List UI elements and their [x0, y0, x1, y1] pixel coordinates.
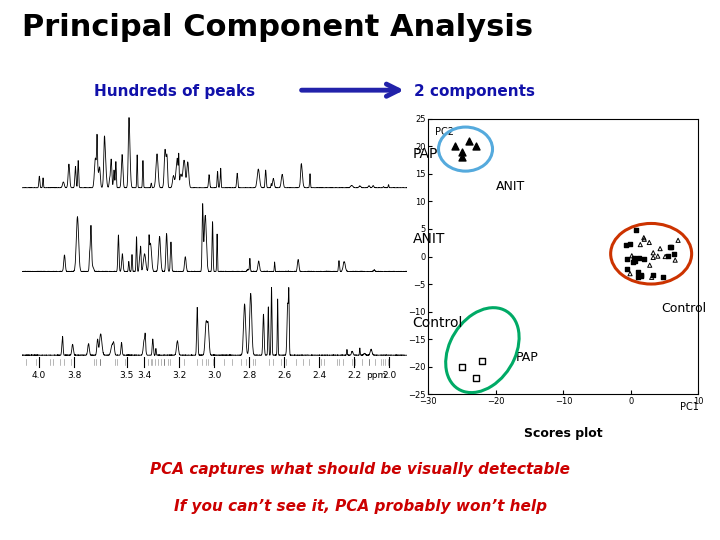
Text: PC2: PC2	[435, 127, 454, 137]
Point	[647, 248, 659, 257]
Point	[628, 253, 639, 262]
Point	[456, 153, 468, 161]
Point	[629, 257, 641, 266]
Point	[626, 252, 637, 260]
Point	[456, 362, 468, 371]
Text: 2.0: 2.0	[382, 371, 397, 380]
Point	[635, 272, 647, 280]
Text: Control: Control	[661, 301, 706, 315]
Text: ppm: ppm	[366, 371, 386, 380]
Point	[647, 270, 659, 279]
Text: 4.0: 4.0	[32, 371, 46, 380]
Point	[470, 373, 482, 382]
Text: Principal Component Analysis: Principal Component Analysis	[22, 14, 533, 43]
Point	[639, 235, 650, 244]
Point	[456, 147, 468, 156]
Text: Scores plot: Scores plot	[524, 427, 603, 440]
Text: 2.4: 2.4	[312, 371, 326, 380]
Point	[644, 261, 655, 269]
Text: If you can’t see it, PCA probably won’t help: If you can’t see it, PCA probably won’t …	[174, 500, 546, 515]
Point	[621, 240, 632, 249]
Text: 3.4: 3.4	[137, 371, 151, 380]
Text: 3.5: 3.5	[120, 371, 134, 380]
Point	[470, 142, 482, 151]
Point	[624, 240, 636, 248]
Point	[662, 252, 673, 261]
Point	[665, 242, 677, 251]
Text: 2.6: 2.6	[277, 371, 292, 380]
Point	[654, 244, 666, 253]
Text: Control: Control	[413, 316, 463, 329]
Point	[657, 273, 669, 281]
Point	[621, 265, 632, 273]
Point	[635, 271, 647, 279]
Point	[449, 142, 461, 151]
Point	[634, 254, 645, 263]
Point	[644, 238, 655, 247]
Text: 3.8: 3.8	[67, 371, 81, 380]
Point	[638, 233, 649, 242]
Text: 2 components: 2 components	[414, 84, 535, 99]
Point	[652, 252, 664, 260]
Point	[670, 256, 681, 265]
Point	[624, 269, 636, 278]
Text: Hundreds of peaks: Hundreds of peaks	[94, 84, 255, 99]
Point	[633, 268, 644, 276]
Point	[477, 357, 488, 366]
Text: 3.0: 3.0	[207, 371, 221, 380]
Point	[647, 253, 659, 262]
Point	[463, 137, 474, 145]
Point	[630, 226, 642, 234]
Text: PC1: PC1	[680, 402, 698, 413]
Point	[638, 255, 649, 264]
Text: 2.8: 2.8	[242, 371, 256, 380]
Text: ANIT: ANIT	[496, 180, 525, 193]
Point	[646, 273, 657, 282]
Point	[621, 254, 633, 263]
Text: 2.2: 2.2	[347, 371, 361, 380]
Text: ANIT: ANIT	[413, 232, 445, 246]
Point	[632, 273, 644, 281]
Text: 3.2: 3.2	[172, 371, 186, 380]
Point	[627, 258, 639, 267]
Point	[634, 240, 646, 249]
Point	[665, 242, 676, 251]
Point	[668, 249, 680, 258]
Text: PCA captures what should be visually detectable: PCA captures what should be visually det…	[150, 462, 570, 477]
Point	[660, 252, 671, 261]
Point	[672, 236, 684, 245]
Text: PAP: PAP	[413, 147, 438, 161]
Text: PAP: PAP	[516, 351, 539, 364]
